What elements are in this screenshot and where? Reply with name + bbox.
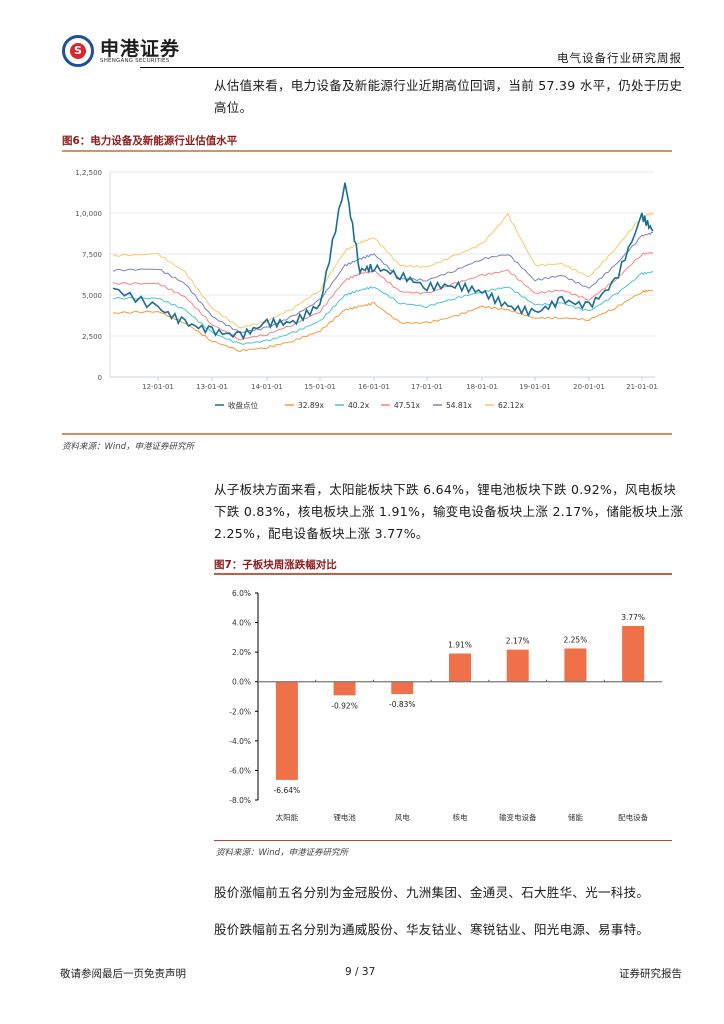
x-category-label: 输变电设备 xyxy=(499,812,537,822)
legend-label: 32.89x xyxy=(298,401,324,410)
series-line xyxy=(112,251,654,341)
bar xyxy=(449,653,471,682)
figure6-bottom-rule xyxy=(62,433,672,435)
bar-value-label: -0.92% xyxy=(331,701,358,710)
company-logo: S 申港证券 SHENGANG SECURITIES xyxy=(62,35,192,71)
top-gainers-paragraph: 股价涨幅前五名分别为金冠股份、九洲集团、金通灵、石大胜华、光一科技。 xyxy=(214,885,650,900)
valuation-paragraph: 从估值来看，电力设备及新能源行业近期高位回调，当前 57.39 水平，仍处于历史… xyxy=(214,78,683,115)
header-divider xyxy=(140,67,684,68)
logo-chinese-name: 申港证券 xyxy=(100,38,181,60)
legend-label: 62.12x xyxy=(498,401,524,410)
x-tick-label: 16-01-01 xyxy=(358,383,390,391)
bar xyxy=(622,625,645,682)
legend-label: 收盘点位 xyxy=(228,400,258,410)
y-tick-label: -4.0% xyxy=(229,737,251,746)
x-category-label: 太阳能 xyxy=(276,812,299,822)
series-line xyxy=(112,182,654,341)
legend-label: 40.2x xyxy=(348,401,370,410)
figure6-source: 资料来源：Wind，申港证券研究所 xyxy=(62,442,195,452)
x-category-label: 锂电池 xyxy=(333,812,356,822)
bar-value-label: 2.25% xyxy=(564,635,588,644)
x-tick-label: 17-01-01 xyxy=(411,383,443,391)
figure7-top-rule xyxy=(214,573,672,575)
bar-value-label: -6.64% xyxy=(274,786,301,795)
bar-value-label: 2.17% xyxy=(506,637,530,646)
y-tick-label: 6.0% xyxy=(232,589,251,598)
y-tick-label: -2.0% xyxy=(229,707,251,716)
bar-value-label: -0.83% xyxy=(389,700,416,709)
figure6-title: 图6：电力设备及新能源行业估值水平 xyxy=(62,135,238,147)
bar xyxy=(333,681,356,696)
y-tick-label: -8.0% xyxy=(229,796,251,805)
series-line xyxy=(112,231,654,333)
x-tick-label: 13-01-01 xyxy=(196,383,228,391)
y-tick-label: 1,0,000 xyxy=(75,210,102,218)
x-category-label: 风电 xyxy=(395,812,410,822)
bar-value-label: 1.91% xyxy=(448,640,472,649)
y-tick-label: 4.0% xyxy=(232,619,251,628)
series-line xyxy=(112,212,654,329)
y-tick-label: 0 xyxy=(98,374,102,382)
logo-emblem-icon: S xyxy=(62,35,94,67)
bar xyxy=(564,648,587,682)
y-tick-label: 7,500 xyxy=(82,251,102,259)
logo-glyph: S xyxy=(70,43,86,59)
x-category-label: 储能 xyxy=(568,812,583,822)
x-tick-label: 14-01-01 xyxy=(251,383,283,391)
legend-label: 54.81x xyxy=(446,401,472,410)
figure7-bottom-rule xyxy=(214,840,672,841)
figure6-top-rule xyxy=(62,150,672,152)
figure7-title: 图7：子板块周涨跌幅对比 xyxy=(214,559,337,571)
report-title: 电气设备行业研究周报 xyxy=(557,51,682,65)
y-tick-label: 2,500 xyxy=(82,333,102,341)
subsector-paragraph: 从子板块方面来看，太阳能板块下跌 6.64%，锂电池板块下跌 0.92%，风电板… xyxy=(214,482,684,541)
valuation-line-chart: 0 2,500 5,000 7,500 1,0,000 1,2,500 12-01-01 13… xyxy=(75,169,658,410)
y-tick-label: -6.0% xyxy=(229,766,251,775)
y-tick-label: 2.0% xyxy=(232,648,251,657)
bar xyxy=(506,649,529,682)
bar xyxy=(391,681,414,694)
x-tick-label: 20-01-01 xyxy=(573,383,605,391)
x-category-label: 配电设备 xyxy=(618,812,648,822)
x-tick-label: 18-01-01 xyxy=(466,383,498,391)
y-tick-label: 0.0% xyxy=(232,678,251,687)
x-tick-label: 19-01-01 xyxy=(519,383,551,391)
footer-disclaimer: 敬请参阅最后一页免责声明 xyxy=(60,968,186,980)
y-tick-label: 5,000 xyxy=(82,292,102,300)
top-losers-paragraph: 股价跌幅前五名分别为通威股份、华友钴业、寒锐钴业、阳光电源、易事特。 xyxy=(214,922,650,937)
series-line xyxy=(112,289,654,353)
bar xyxy=(275,681,298,780)
x-category-label: 核电 xyxy=(453,812,468,822)
x-tick-label: 12-01-01 xyxy=(142,383,174,391)
figure7-source: 资料来源：Wind，申港证券研究所 xyxy=(216,848,349,858)
legend-label: 47.51x xyxy=(394,401,420,410)
footer-doc-type: 证券研究报告 xyxy=(619,968,682,980)
x-tick-label: 21-01-01 xyxy=(626,383,658,391)
page-number: 9 / 37 xyxy=(345,966,376,978)
y-tick-label: 1,2,500 xyxy=(75,169,102,177)
subsector-bar-chart: 6.0% 4.0% 2.0% 0.0% -2.0% -4.0% -6.0% -8.0% -6.6… xyxy=(229,589,662,822)
logo-english-name: SHENGANG SECURITIES xyxy=(100,58,170,64)
x-tick-label: 15-01-01 xyxy=(304,383,336,391)
bar-value-label: 3.77% xyxy=(621,613,645,622)
series-line xyxy=(112,271,654,346)
